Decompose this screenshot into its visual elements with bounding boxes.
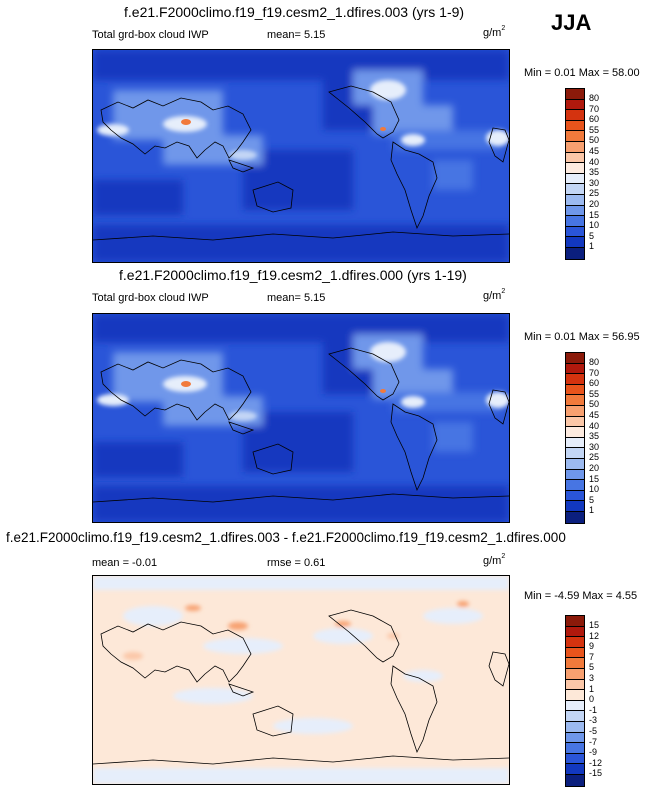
panel1-variable-label: Total grd-box cloud IWP — [92, 29, 209, 41]
panel2-units: g/m2 — [483, 288, 506, 302]
panel3-units: g/m2 — [483, 553, 506, 567]
panel2-variable-label: Total grd-box cloud IWP — [92, 292, 209, 304]
panel1-title: f.e21.F2000climo.f19_f19.cesm2_1.dfires.… — [124, 4, 465, 20]
panel3-map — [92, 575, 510, 785]
panel1-minmax: Min = 0.01 Max = 58.00 — [524, 67, 640, 79]
panel1-map — [92, 49, 510, 263]
panel2-minmax: Min = 0.01 Max = 56.95 — [524, 331, 640, 343]
panel2-colorbar — [565, 352, 585, 524]
panel3-title: f.e21.F2000climo.f19_f19.cesm2_1.dfires.… — [6, 530, 566, 545]
panel2-title: f.e21.F2000climo.f19_f19.cesm2_1.dfires.… — [119, 267, 467, 283]
panel2-colorbar-labels: 80 70 60 55 50 45 40 35 30 25 20 15 10 5 1 — [589, 357, 600, 516]
panel2-mean-label: mean= 5.15 — [267, 292, 326, 304]
panel3-minmax: Min = -4.59 Max = 4.55 — [524, 590, 638, 602]
panel1-colorbar — [565, 88, 585, 260]
panel3-colorbar — [565, 615, 585, 787]
panel1-units: g/m2 — [483, 25, 506, 39]
panel3-rmse-label: rmse = 0.61 — [267, 557, 326, 569]
season-label: JJA — [551, 10, 592, 35]
panel1-colorbar-labels: 80 70 60 55 50 45 40 35 30 25 20 15 10 5 1 — [589, 93, 600, 252]
panel1-mean-label: mean= 5.15 — [267, 29, 326, 41]
panel3-colorbar-labels: 15 12 9 7 5 3 1 0 -1 -3 -5 -7 -9 -12 -15 — [589, 620, 603, 779]
panel2-map — [92, 313, 510, 523]
panel3-mean-label: mean = -0.01 — [92, 557, 158, 569]
